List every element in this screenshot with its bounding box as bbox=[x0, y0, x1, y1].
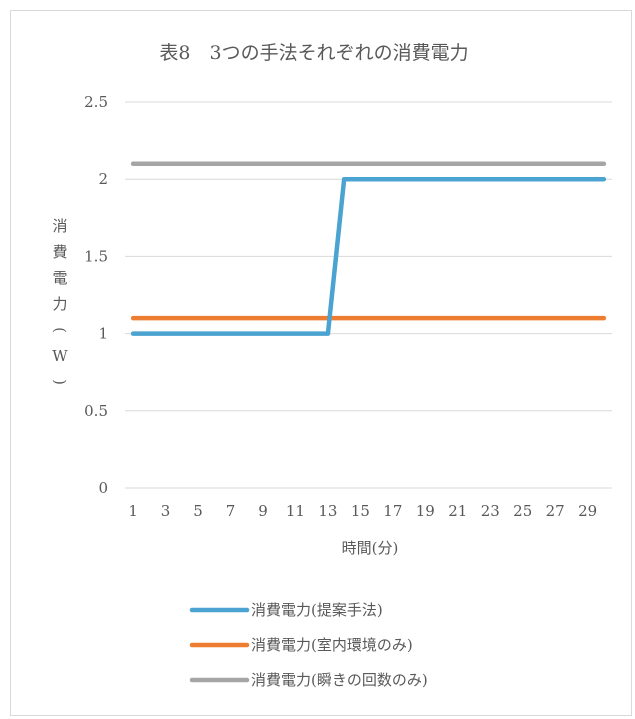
legend-label: 消費電力(瞬きの回数のみ) bbox=[251, 671, 428, 689]
x-tick-label: 1 bbox=[128, 502, 138, 520]
x-tick-label: 25 bbox=[513, 502, 532, 520]
y-tick-label: 2.5 bbox=[84, 93, 108, 111]
y-axis-title-char: 費 bbox=[52, 243, 67, 261]
legend: 消費電力(提案手法) 消費電力(室内環境のみ) 消費電力(瞬きの回数のみ) bbox=[189, 601, 428, 689]
chart-title: 表8 3つの手法それぞれの消費電力 bbox=[159, 42, 468, 64]
x-tick-label: 13 bbox=[318, 502, 337, 520]
x-tick-label: 9 bbox=[258, 502, 268, 520]
x-tick-label: 19 bbox=[416, 502, 435, 520]
y-axis-title-char: W bbox=[52, 347, 68, 365]
y-axis-title-glyph: ) bbox=[51, 379, 69, 385]
y-axis-title-char: 力 bbox=[52, 295, 67, 313]
y-axis-title-glyph: ( bbox=[51, 327, 69, 333]
y-axis-ticks: 0 0.5 1 1.5 2 2.5 bbox=[84, 93, 108, 497]
y-axis-title-char: ( bbox=[51, 327, 69, 333]
y-tick-label: 2 bbox=[98, 170, 108, 188]
x-axis-ticks: 1 3 5 7 9 11 13 15 17 19 21 23 25 27 29 bbox=[128, 502, 597, 520]
gridlines bbox=[125, 101, 612, 489]
x-axis-title: 時間(分) bbox=[342, 539, 399, 557]
x-tick-label: 7 bbox=[226, 502, 236, 520]
x-tick-label: 23 bbox=[481, 502, 500, 520]
legend-label: 消費電力(提案手法) bbox=[251, 601, 383, 619]
series-lines bbox=[130, 161, 607, 336]
y-tick-label: 0.5 bbox=[84, 402, 108, 420]
chart-frame bbox=[10, 10, 632, 716]
y-axis-title-char: 電 bbox=[52, 269, 67, 287]
x-tick-label: 5 bbox=[193, 502, 203, 520]
x-tick-label: 29 bbox=[578, 502, 597, 520]
x-tick-label: 27 bbox=[546, 502, 565, 520]
y-axis-title-char: 消 bbox=[52, 217, 67, 235]
x-tick-label: 21 bbox=[448, 502, 467, 520]
y-tick-label: 1 bbox=[98, 325, 108, 343]
series-line-1 bbox=[130, 176, 607, 336]
y-tick-label: 1.5 bbox=[84, 247, 108, 265]
x-tick-label: 3 bbox=[161, 502, 171, 520]
x-tick-label: 11 bbox=[286, 502, 305, 520]
legend-label: 消費電力(室内環境のみ) bbox=[251, 636, 413, 654]
y-tick-label: 0 bbox=[98, 479, 108, 497]
x-tick-label: 17 bbox=[383, 502, 402, 520]
x-tick-label: 15 bbox=[351, 502, 370, 520]
y-axis-title: 消費電力 ( W) bbox=[51, 217, 69, 385]
y-axis-title-char: ) bbox=[51, 379, 69, 385]
